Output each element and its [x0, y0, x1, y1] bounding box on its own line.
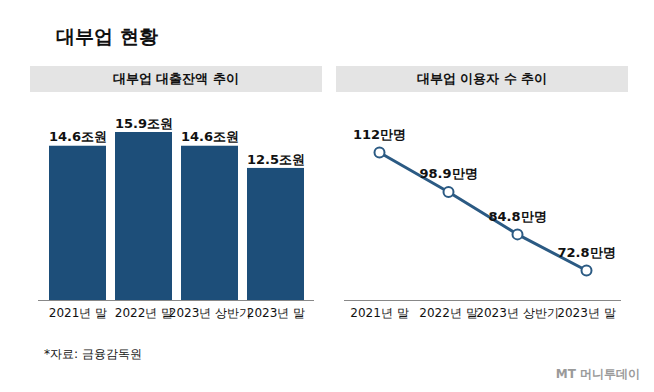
svg-text:2022년 말: 2022년 말: [115, 306, 173, 320]
html-text:*자료: 금융감독원: *자료: 금융감독원: [44, 347, 142, 361]
svg-text:14.6조원: 14.6조원: [49, 129, 107, 144]
svg-text:2022년 말: 2022년 말: [419, 306, 477, 320]
svg-text:2023년 상반기: 2023년 상반기: [169, 306, 251, 320]
svg-text:112만명: 112만명: [353, 127, 406, 142]
html-text:대부업 이용자 수 추이: 대부업 이용자 수 추이: [416, 71, 548, 86]
svg-text:72.8만명: 72.8만명: [557, 245, 615, 260]
html-text:대부업 대출잔액 추이: 대부업 대출잔액 추이: [113, 71, 239, 86]
svg-text:14.6조원: 14.6조원: [181, 129, 239, 144]
svg-text:2021년 말: 2021년 말: [350, 306, 408, 320]
svg-text:2023년 말: 2023년 말: [247, 306, 305, 320]
svg-text:84.8만명: 84.8만명: [488, 209, 546, 224]
svg-text:2023년 상반기: 2023년 상반기: [476, 306, 558, 320]
html-text:대부업 현황: 대부업 현황: [56, 25, 158, 47]
svg-text:12.5조원: 12.5조원: [247, 152, 305, 167]
svg-text:98.9만명: 98.9만명: [419, 166, 477, 181]
svg-text:2023년 말: 2023년 말: [557, 306, 615, 320]
svg-text:15.9조원: 15.9조원: [115, 116, 173, 131]
html-text:MT 머니투데이: MT 머니투데이: [555, 367, 640, 381]
svg-text:2021년 말: 2021년 말: [49, 306, 107, 320]
